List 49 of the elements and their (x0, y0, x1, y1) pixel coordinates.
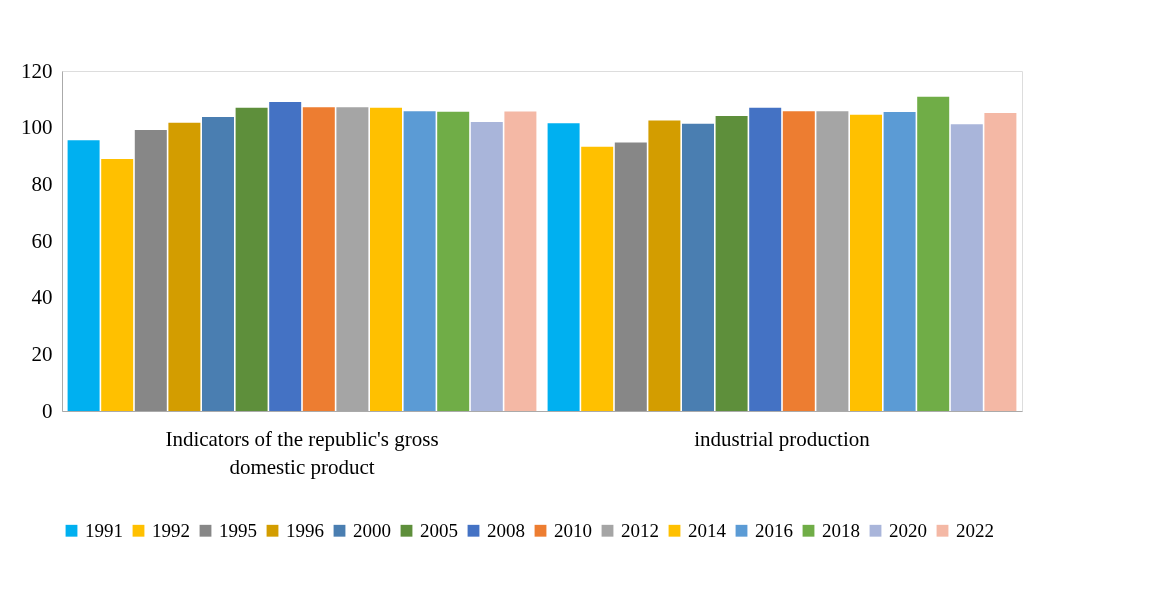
bar (370, 107, 402, 411)
legend-label: 2012 (621, 519, 659, 541)
bar (917, 96, 950, 411)
bar (437, 111, 470, 411)
bar (581, 146, 614, 411)
bar (547, 123, 580, 411)
x-tick-label: industrial production (694, 427, 871, 451)
bar (950, 124, 983, 411)
legend-label: 1995 (219, 519, 257, 541)
y-tick-label: 100 (21, 115, 53, 140)
legend-label: 2014 (688, 519, 727, 541)
y-tick-label: 120 (21, 58, 53, 83)
legend-label: 2010 (554, 519, 592, 541)
bar (715, 116, 748, 411)
y-tick-label: 80 (31, 171, 53, 196)
y-tick-label: 20 (31, 341, 53, 366)
legend-label: 2020 (889, 519, 927, 541)
legend-label: 2016 (755, 519, 793, 541)
bar (614, 142, 647, 411)
legend-label: 1991 (85, 519, 123, 541)
y-tick-label: 0 (42, 398, 53, 423)
bar (782, 111, 815, 411)
bar (134, 129, 167, 411)
legend-label: 1992 (152, 519, 190, 541)
bar (403, 111, 436, 411)
legend-label: 2000 (353, 519, 391, 541)
bar (470, 122, 503, 411)
y-tick-label: 40 (31, 285, 53, 310)
bar (67, 140, 100, 411)
bar (648, 120, 681, 411)
bar (202, 116, 234, 411)
bar (269, 101, 302, 411)
legend-label: 2022 (956, 519, 994, 541)
bar (850, 114, 882, 411)
bar (504, 111, 537, 411)
legend-label: 2005 (420, 519, 458, 541)
x-tick-label: Indicators of the republic's gross domestic product (165, 427, 439, 479)
bar (302, 107, 335, 411)
legend-label: 1996 (286, 519, 324, 541)
bar (984, 112, 1017, 411)
legend-label: 2008 (487, 519, 525, 541)
bar (168, 122, 201, 411)
bar (883, 112, 916, 411)
bar (235, 107, 268, 411)
y-tick-label: 60 (31, 228, 53, 253)
bar (682, 123, 714, 411)
bar (101, 159, 134, 411)
legend-label: 2018 (822, 519, 860, 541)
bar (749, 107, 782, 411)
